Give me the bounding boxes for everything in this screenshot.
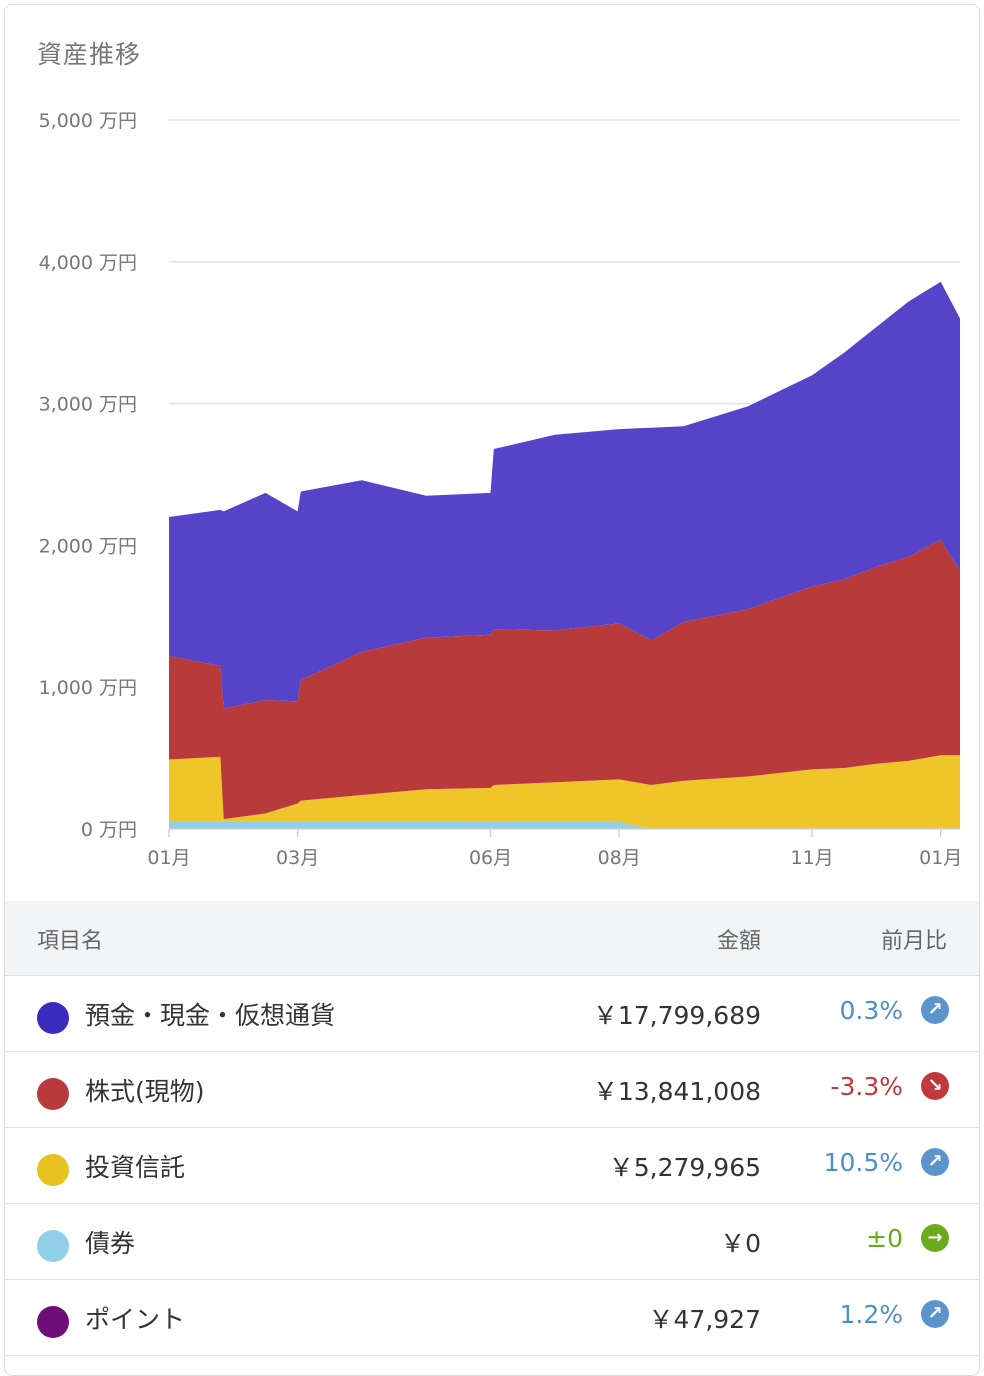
- category-color-dot: [37, 1154, 69, 1186]
- category-color-dot: [37, 1306, 69, 1338]
- y-tick-label: 2,000 万円: [39, 535, 137, 557]
- x-tick-label: 06月: [469, 847, 512, 869]
- category-name: 投資信託: [85, 1153, 186, 1182]
- trend-flat-icon: →: [921, 1224, 949, 1252]
- x-tick-label: 03月: [276, 847, 319, 869]
- table-row[interactable]: 投資信託 ￥5,279,965 10.5% ↗: [5, 1128, 979, 1204]
- category-name: 債券: [85, 1229, 136, 1258]
- trend-up-icon: ↗: [921, 1300, 949, 1328]
- area-series-1: [169, 755, 960, 829]
- trend-down-icon: ↘: [921, 1072, 949, 1100]
- x-tick-label: 01月: [919, 847, 962, 869]
- category-amount: ￥47,927: [648, 1305, 761, 1334]
- x-tick-label: 11月: [790, 847, 833, 869]
- area-series-0: [169, 821, 960, 829]
- y-tick-label: 0 万円: [81, 819, 137, 841]
- category-name: 預金・現金・仮想通貨: [85, 1001, 336, 1030]
- area-series-2: [169, 539, 960, 820]
- trend-up-icon: ↗: [921, 996, 949, 1024]
- category-name: 株式(現物): [85, 1077, 205, 1106]
- area-series-3: [169, 281, 960, 709]
- asset-trend-card: 資産推移 0 万円 1,000 万円 2,000 万円 3,000 万円 4,000 万…: [4, 4, 980, 1376]
- category-amount: ￥13,841,008: [592, 1077, 761, 1106]
- category-amount: ￥5,279,965: [608, 1153, 761, 1182]
- monthly-change: 0.3%: [839, 996, 903, 1025]
- table-row[interactable]: 債券 ￥0 ±0 →: [5, 1204, 979, 1280]
- category-name: ポイント: [85, 1305, 186, 1334]
- table-row[interactable]: 株式(現物) ￥13,841,008 -3.3% ↘: [5, 1052, 979, 1128]
- header-name: 項目名: [37, 929, 104, 954]
- table-header: 項目名 金額 前月比: [5, 901, 979, 976]
- y-tick-label: 1,000 万円: [39, 677, 137, 699]
- category-color-dot: [37, 1002, 69, 1034]
- monthly-change: -3.3%: [830, 1072, 903, 1101]
- header-change: 前月比: [880, 929, 947, 954]
- asset-area-chart: 0 万円 1,000 万円 2,000 万円 3,000 万円 4,000 万円 5,00…: [39, 110, 963, 869]
- x-tick-label: 08月: [598, 847, 641, 869]
- category-color-dot: [37, 1230, 69, 1262]
- category-amount: ￥17,799,689: [592, 1001, 761, 1030]
- monthly-change: 1.2%: [839, 1300, 903, 1329]
- trend-up-icon: ↗: [921, 1148, 949, 1176]
- y-tick-label: 3,000 万円: [39, 394, 137, 416]
- y-tick-label: 5,000 万円: [39, 110, 137, 132]
- y-tick-label: 4,000 万円: [39, 252, 137, 274]
- table-row[interactable]: ポイント ￥47,927 1.2% ↗: [5, 1280, 979, 1356]
- category-amount: ￥0: [720, 1229, 761, 1258]
- monthly-change: 10.5%: [823, 1148, 903, 1177]
- table-row[interactable]: 預金・現金・仮想通貨 ￥17,799,689 0.3% ↗: [5, 976, 979, 1052]
- monthly-change: ±0: [866, 1224, 903, 1253]
- x-tick-label: 01月: [147, 847, 190, 869]
- card-title: 資産推移: [37, 40, 142, 69]
- header-amount: 金額: [716, 929, 761, 954]
- category-color-dot: [37, 1078, 69, 1110]
